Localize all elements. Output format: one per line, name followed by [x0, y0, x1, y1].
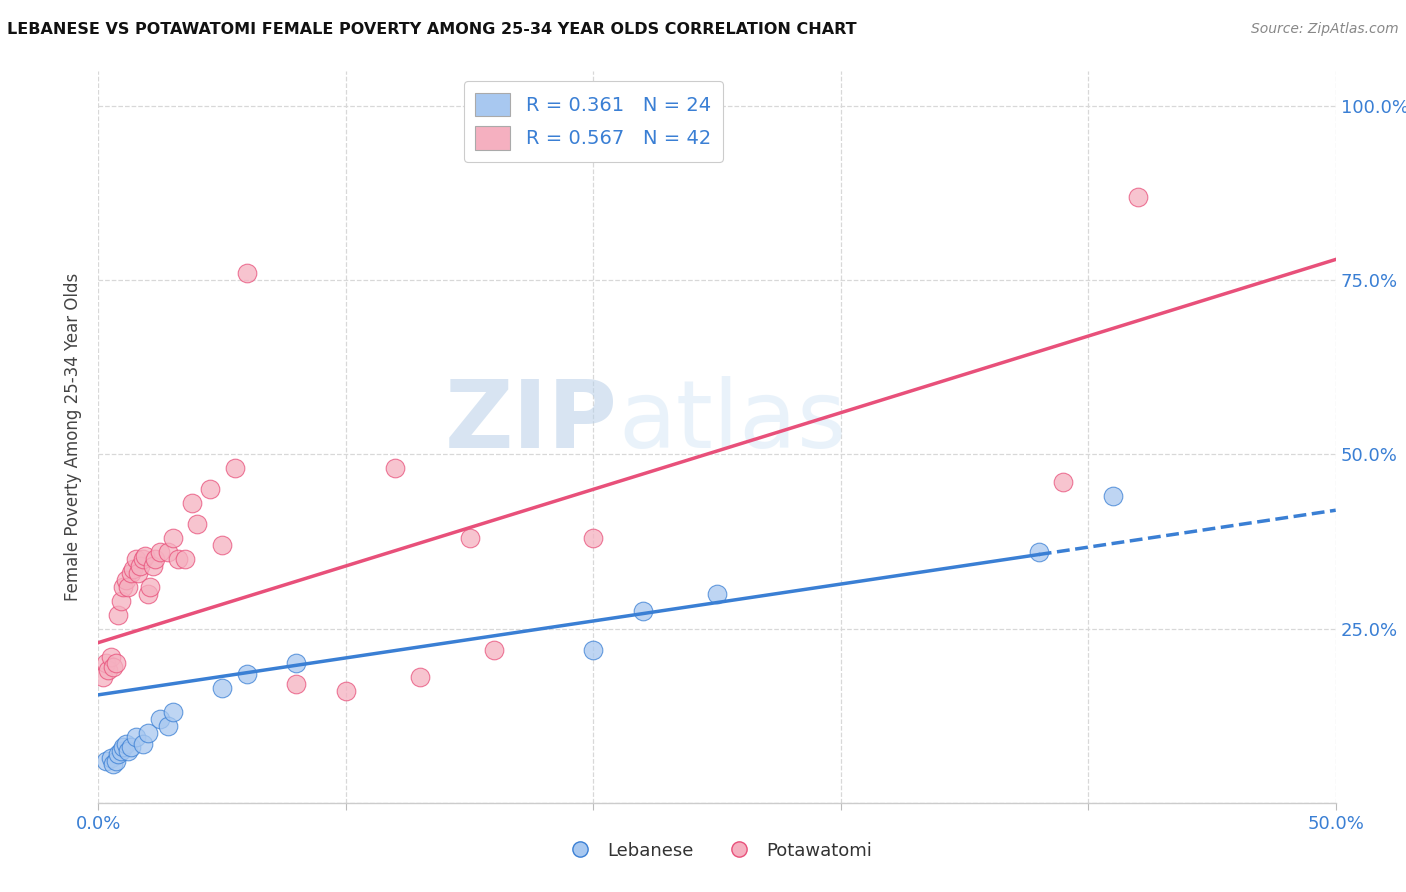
Point	[127, 566, 149, 580]
Point	[93, 670, 115, 684]
Point	[100, 649, 122, 664]
Point	[142, 558, 165, 573]
Point	[211, 681, 233, 695]
Point	[107, 747, 129, 761]
Point	[409, 670, 432, 684]
Point	[94, 657, 117, 671]
Point	[120, 740, 142, 755]
Point	[110, 594, 132, 608]
Point	[117, 743, 139, 757]
Point	[156, 719, 179, 733]
Point	[162, 705, 184, 719]
Point	[132, 737, 155, 751]
Point	[104, 754, 127, 768]
Y-axis label: Female Poverty Among 25-34 Year Olds: Female Poverty Among 25-34 Year Olds	[63, 273, 82, 601]
Point	[120, 566, 142, 580]
Point	[236, 266, 259, 280]
Point	[103, 757, 125, 772]
Point	[114, 573, 136, 587]
Point	[335, 684, 357, 698]
Point	[1028, 545, 1050, 559]
Text: Source: ZipAtlas.com: Source: ZipAtlas.com	[1251, 22, 1399, 37]
Point	[124, 552, 146, 566]
Point	[211, 538, 233, 552]
Point	[285, 657, 308, 671]
Point	[1052, 475, 1074, 490]
Legend: Lebanese, Potawatomi: Lebanese, Potawatomi	[555, 835, 879, 867]
Point	[186, 517, 208, 532]
Point	[582, 642, 605, 657]
Point	[384, 461, 406, 475]
Point	[149, 545, 172, 559]
Point	[174, 552, 197, 566]
Point	[132, 552, 155, 566]
Point	[236, 667, 259, 681]
Point	[582, 531, 605, 545]
Point	[706, 587, 728, 601]
Point	[104, 657, 127, 671]
Point	[458, 531, 481, 545]
Point	[103, 660, 125, 674]
Point	[162, 531, 184, 545]
Point	[484, 642, 506, 657]
Text: ZIP: ZIP	[446, 376, 619, 468]
Point	[134, 549, 156, 563]
Point	[94, 754, 117, 768]
Text: LEBANESE VS POTAWATOMI FEMALE POVERTY AMONG 25-34 YEAR OLDS CORRELATION CHART: LEBANESE VS POTAWATOMI FEMALE POVERTY AM…	[7, 22, 856, 37]
Point	[129, 558, 152, 573]
Point	[112, 740, 135, 755]
Point	[143, 552, 166, 566]
Point	[114, 737, 136, 751]
Point	[166, 552, 188, 566]
Point	[156, 545, 179, 559]
Point	[124, 730, 146, 744]
Point	[112, 580, 135, 594]
Point	[110, 743, 132, 757]
Point	[97, 664, 120, 678]
Text: atlas: atlas	[619, 376, 846, 468]
Point	[107, 607, 129, 622]
Point	[149, 712, 172, 726]
Point	[1126, 190, 1149, 204]
Point	[117, 580, 139, 594]
Point	[139, 580, 162, 594]
Point	[100, 750, 122, 764]
Point	[136, 587, 159, 601]
Point	[631, 604, 654, 618]
Point	[136, 726, 159, 740]
Point	[224, 461, 246, 475]
Point	[181, 496, 204, 510]
Point	[285, 677, 308, 691]
Point	[1102, 489, 1125, 503]
Point	[198, 483, 221, 497]
Point	[122, 562, 145, 576]
